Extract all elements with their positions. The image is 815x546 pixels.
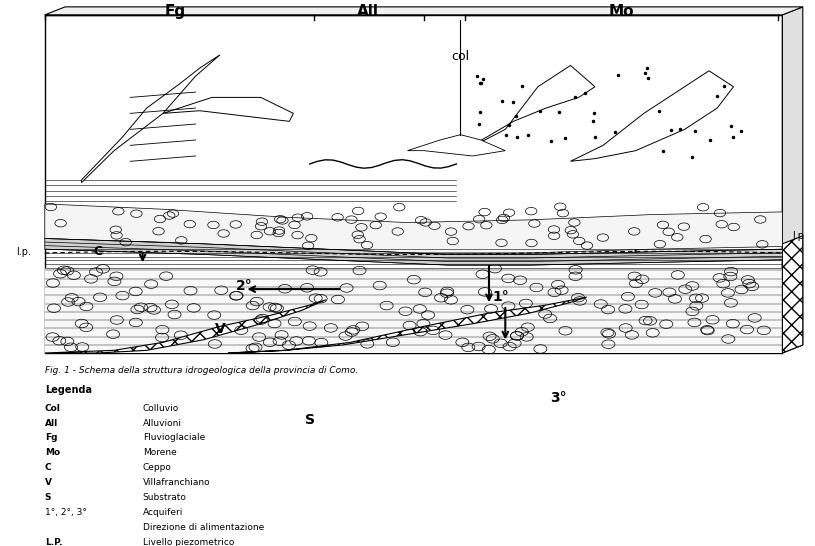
Polygon shape [45, 204, 782, 253]
Text: 1°, 2°, 3°: 1°, 2°, 3° [45, 508, 86, 517]
Polygon shape [782, 236, 803, 353]
Text: Direzione di alimentazione: Direzione di alimentazione [143, 523, 264, 532]
Polygon shape [782, 7, 803, 353]
Text: V: V [214, 322, 226, 336]
Text: Fluvioglaciale: Fluvioglaciale [143, 434, 205, 442]
Text: 2°: 2° [236, 280, 253, 293]
Text: S: S [45, 493, 51, 502]
Text: L.P.: L.P. [45, 538, 62, 546]
Text: Morene: Morene [143, 448, 176, 458]
Text: Fig. 1 - Schema della struttura idrogeologica della provincia di Como.: Fig. 1 - Schema della struttura idrogeol… [45, 366, 358, 375]
Text: Substrato: Substrato [143, 493, 187, 502]
Polygon shape [45, 300, 326, 353]
Polygon shape [45, 239, 782, 265]
Text: Mo: Mo [609, 4, 635, 19]
Text: Colluvio: Colluvio [143, 403, 178, 413]
Text: Alluvioni: Alluvioni [143, 418, 182, 428]
Text: Acquiferi: Acquiferi [143, 508, 183, 517]
Polygon shape [45, 268, 782, 353]
Polygon shape [228, 297, 587, 353]
Text: Ceppo: Ceppo [143, 463, 171, 472]
Polygon shape [570, 71, 734, 161]
Text: Villafranchiano: Villafranchiano [143, 478, 210, 487]
Polygon shape [465, 66, 595, 151]
Text: All: All [45, 418, 58, 428]
Text: 1°: 1° [493, 290, 509, 304]
Text: 3°: 3° [550, 391, 566, 405]
Text: V: V [45, 478, 52, 487]
Text: C: C [93, 245, 103, 258]
Text: l.p.: l.p. [16, 247, 31, 257]
Text: Legenda: Legenda [45, 385, 92, 395]
Text: S: S [305, 413, 315, 426]
Text: Fg: Fg [165, 4, 186, 19]
Polygon shape [45, 7, 803, 15]
Text: Livello piezometrico: Livello piezometrico [143, 538, 234, 546]
Text: C: C [45, 463, 51, 472]
Text: Fg: Fg [45, 434, 57, 442]
Polygon shape [82, 55, 220, 182]
Bar [45, 15, 782, 353]
Polygon shape [163, 97, 293, 121]
Text: Col: Col [45, 403, 60, 413]
Text: col: col [452, 50, 469, 63]
Text: Mo: Mo [45, 448, 60, 458]
Text: l.p: l.p [792, 231, 804, 241]
Polygon shape [408, 135, 505, 156]
Text: All: All [358, 4, 379, 19]
